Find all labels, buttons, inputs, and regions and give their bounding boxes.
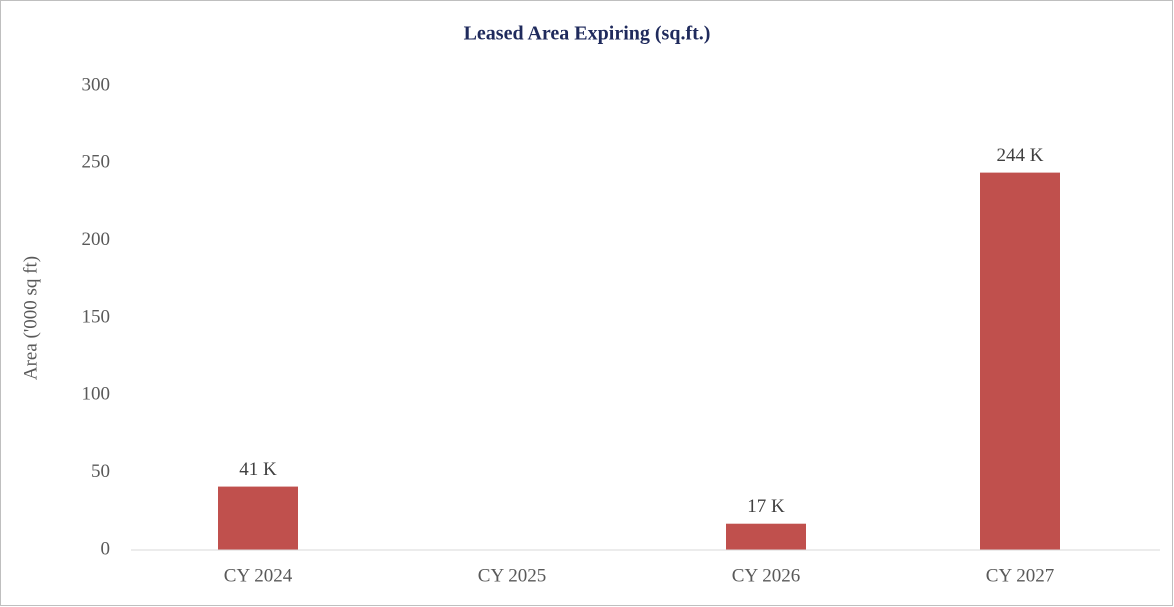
y-tick-label: 250	[82, 152, 111, 173]
data-label: 17 K	[747, 496, 785, 517]
y-tick-label: 150	[82, 306, 111, 327]
bar	[726, 523, 806, 550]
x-tick-label: CY 2027	[986, 565, 1054, 586]
y-tick-label: 0	[101, 538, 111, 559]
bar	[980, 172, 1060, 550]
chart-title: Leased Area Expiring (sq.ft.)	[464, 23, 711, 45]
data-label: 244 K	[997, 145, 1044, 166]
y-tick-label: 50	[91, 461, 110, 482]
y-tick-label: 300	[82, 74, 111, 95]
y-tick-label: 200	[82, 229, 111, 250]
x-tick-label: CY 2026	[732, 565, 800, 586]
x-tick-label: CY 2024	[224, 565, 293, 586]
x-tick-label: CY 2025	[478, 565, 546, 586]
y-axis-label: Area ('000 sq ft)	[20, 256, 41, 380]
data-label: 41 K	[239, 459, 277, 480]
bar	[218, 486, 298, 550]
y-tick-label: 100	[82, 384, 111, 405]
